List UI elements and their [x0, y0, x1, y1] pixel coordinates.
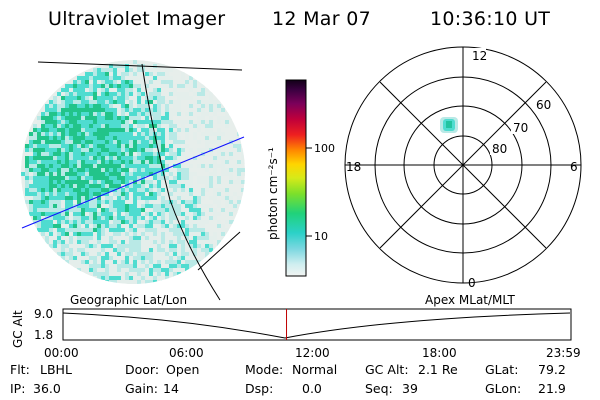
orbit-right-caption: Apex MLat/MLT: [425, 293, 515, 307]
mlt-label-6: 6: [570, 160, 578, 174]
orbit-x-tick-1800: 18:00: [422, 346, 457, 360]
status-footer: Flt: LBHL Door: Open Mode: Normal GC Alt…: [0, 358, 600, 400]
ground-track-line: [21, 136, 245, 229]
mlat-label-60: 60: [536, 98, 551, 112]
gain-value: 14: [163, 381, 179, 396]
mode-value: Normal: [292, 362, 338, 377]
mlt-label-12: 12: [472, 49, 487, 63]
mlt-label-18: 18: [346, 160, 361, 174]
time-label: 10:36:10 UT: [430, 8, 551, 30]
colorbar-unit-label: photon cm⁻²s⁻¹: [266, 147, 280, 240]
altitude-curve: [62, 312, 571, 339]
seq-label: Seq:: [365, 381, 393, 396]
glat-value: 79.2: [538, 362, 566, 377]
orbit-y-axis-label: GC Alt: [11, 310, 25, 348]
orbit-x-tick-2359: 23:59: [546, 346, 581, 360]
header-bar: Ultraviolet Imager 12 Mar 07 10:36:10 UT: [0, 6, 600, 32]
orbit-left-caption: Geographic Lat/Lon: [70, 293, 187, 307]
meridian-diag-2: [379, 81, 547, 249]
polar-emission-blob: [440, 117, 458, 133]
orbit-x-tick-1200: 12:00: [295, 346, 330, 360]
mode-label: Mode:: [245, 362, 284, 377]
horizon-line: [37, 61, 243, 71]
gcalt-label: GC Alt:: [365, 362, 409, 377]
mlt-label-0: 0: [468, 276, 476, 290]
colorbar-tick-label-10: 10: [314, 230, 328, 243]
orbit-x-tick-0600: 06:00: [169, 346, 204, 360]
colorbar: 100 10 photon cm⁻²s⁻¹: [266, 79, 335, 277]
orbit-x-tick-0000: 00:00: [44, 346, 79, 360]
gcalt-value: 2.1 Re: [418, 362, 458, 377]
ip-value: 36.0: [33, 381, 61, 396]
limb-arc: [197, 231, 241, 271]
mlat-label-bg-60: [534, 97, 552, 111]
ip-label: IP:: [10, 381, 26, 396]
colorbar-tick-label-100: 100: [314, 142, 335, 155]
colorbar-scale: [285, 79, 307, 277]
date-label: 12 Mar 07: [272, 8, 371, 30]
orbit-y-tick-1-8: 1.8: [34, 328, 53, 342]
glat-label: GLat:: [485, 362, 519, 377]
orbit-y-tick-9: 9.0: [34, 307, 53, 321]
door-label: Door:: [125, 362, 160, 377]
terminator-line: [141, 63, 221, 301]
dsp-value: 0.0: [302, 381, 322, 396]
glon-label: GLon:: [485, 381, 522, 396]
door-value: Open: [166, 362, 200, 377]
flt-label: Flt:: [10, 362, 30, 377]
orbit-panel: Geographic Lat/Lon Apex MLat/MLT GC Alt …: [11, 293, 581, 360]
mlat-label-bg-80: [490, 141, 508, 155]
dsp-label: Dsp:: [245, 381, 274, 396]
uv-earth-image: [21, 60, 245, 301]
seq-value: 39: [402, 381, 418, 396]
mlat-label-70: 70: [513, 121, 528, 135]
mlat-label-bg-70: [511, 120, 529, 134]
mlat-label-80: 80: [492, 142, 507, 156]
orbit-frame: [62, 308, 572, 341]
glon-value: 21.9: [538, 381, 566, 396]
mlt-label-bg-12: [470, 48, 486, 62]
gain-label: Gain:: [125, 381, 158, 396]
instrument-title: Ultraviolet Imager: [48, 8, 226, 30]
polar-plot: 12 18 6 0 60 70 80: [344, 46, 582, 290]
flt-value: LBHL: [40, 362, 72, 377]
